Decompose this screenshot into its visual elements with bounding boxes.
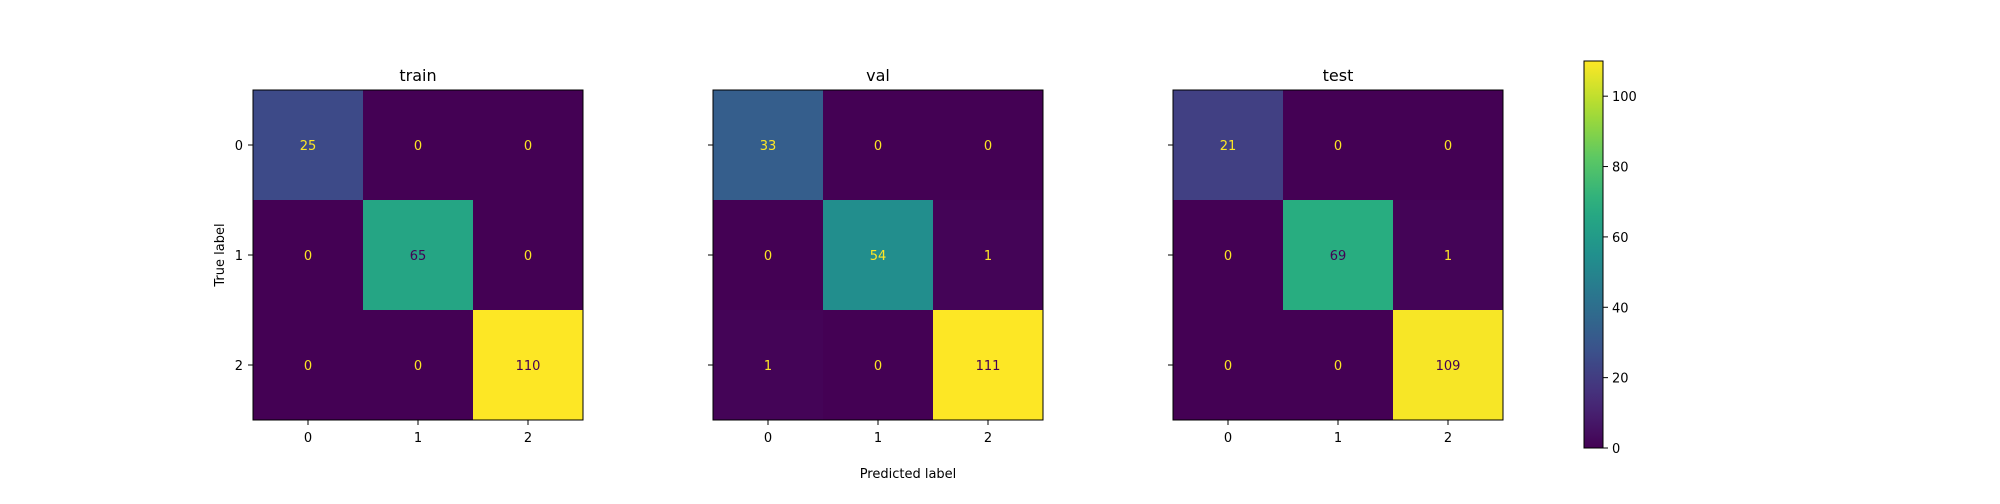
cell-value-label: 0 bbox=[984, 139, 992, 154]
cell-value-label: 0 bbox=[304, 249, 312, 264]
matrix-cell bbox=[713, 310, 823, 420]
x-tick-label: 1 bbox=[1334, 431, 1342, 446]
matrix-cell bbox=[933, 200, 1043, 310]
cell-value-label: 111 bbox=[976, 359, 1001, 374]
x-tick-label: 2 bbox=[524, 431, 532, 446]
cell-value-label: 69 bbox=[1330, 249, 1347, 264]
cell-value-label: 110 bbox=[516, 359, 541, 374]
confusion-matrix-train: 25 0 0 0 65 0 0 0 110 train 0 1 2 0 1 2 bbox=[235, 66, 584, 446]
cell-value-label: 0 bbox=[524, 139, 532, 154]
cell-value-label: 1 bbox=[984, 249, 992, 264]
matrix-cell bbox=[363, 90, 473, 200]
matrix-cell bbox=[713, 200, 823, 310]
cell-value-label: 54 bbox=[870, 249, 887, 264]
panel-title: val bbox=[866, 66, 890, 85]
panel-title: train bbox=[399, 66, 436, 85]
matrix-cell bbox=[363, 310, 473, 420]
x-tick-label: 0 bbox=[304, 431, 312, 446]
matrix-cell bbox=[363, 200, 473, 310]
matrix-cell bbox=[1393, 310, 1503, 420]
colorbar-tick-label: 100 bbox=[1612, 90, 1637, 105]
matrix-cell bbox=[933, 310, 1043, 420]
matrix-cell bbox=[1173, 310, 1283, 420]
colorbar-tick-label: 0 bbox=[1612, 442, 1620, 457]
cell-value-label: 109 bbox=[1436, 359, 1461, 374]
matrix-cell bbox=[713, 90, 823, 200]
matrix-cell bbox=[1283, 200, 1393, 310]
confusion-matrix-test: 21 0 0 0 69 1 0 0 109 test 0 1 2 bbox=[1168, 66, 1504, 446]
cell-value-label: 33 bbox=[760, 139, 777, 154]
colorbar-tick-label: 80 bbox=[1612, 161, 1629, 176]
cell-value-label: 25 bbox=[300, 139, 317, 154]
y-axis-label: True label bbox=[213, 223, 228, 287]
cell-value-label: 65 bbox=[410, 249, 427, 264]
matrix-cell bbox=[473, 310, 583, 420]
cell-value-label: 0 bbox=[874, 139, 882, 154]
cell-value-label: 0 bbox=[1334, 359, 1342, 374]
cell-value-label: 21 bbox=[1220, 139, 1237, 154]
matrix-cell bbox=[1173, 200, 1283, 310]
y-tick-label: 1 bbox=[235, 249, 243, 264]
matrix-cell bbox=[473, 90, 583, 200]
panel-title: test bbox=[1323, 66, 1354, 85]
matrix-cell bbox=[1393, 200, 1503, 310]
x-tick-label: 0 bbox=[764, 431, 772, 446]
matrix-cell bbox=[253, 310, 363, 420]
colorbar-tick-label: 40 bbox=[1612, 301, 1629, 316]
y-tick-label: 2 bbox=[235, 359, 243, 374]
cell-value-label: 0 bbox=[1224, 249, 1232, 264]
cell-value-label: 0 bbox=[1444, 139, 1452, 154]
confusion-matrix-val: 33 0 0 0 54 1 1 0 111 val 0 1 2 bbox=[708, 66, 1044, 446]
matrix-cell bbox=[823, 200, 933, 310]
x-tick-label: 0 bbox=[1224, 431, 1232, 446]
cell-value-label: 0 bbox=[1224, 359, 1232, 374]
matrix-cell bbox=[933, 90, 1043, 200]
matrix-cell bbox=[1393, 90, 1503, 200]
matrix-cell bbox=[823, 90, 933, 200]
cell-value-label: 0 bbox=[524, 249, 532, 264]
colorbar-frame bbox=[1583, 60, 1604, 449]
cell-value-label: 0 bbox=[764, 249, 772, 264]
y-tick-label: 0 bbox=[235, 139, 243, 154]
matrix-cell bbox=[473, 200, 583, 310]
x-tick-label: 2 bbox=[984, 431, 992, 446]
matrix-cell bbox=[1283, 310, 1393, 420]
cell-value-label: 0 bbox=[1334, 139, 1342, 154]
cell-value-label: 0 bbox=[414, 139, 422, 154]
colorbar-tick-label: 20 bbox=[1612, 372, 1629, 387]
matrix-cell bbox=[253, 200, 363, 310]
matrix-cell bbox=[1173, 90, 1283, 200]
cell-value-label: 0 bbox=[874, 359, 882, 374]
colorbar: 0 20 40 60 80 100 bbox=[1583, 60, 1637, 457]
matrix-cell bbox=[823, 310, 933, 420]
cell-value-label: 0 bbox=[304, 359, 312, 374]
x-tick-label: 2 bbox=[1444, 431, 1452, 446]
x-axis-label: Predicted label bbox=[860, 467, 957, 482]
x-tick-label: 1 bbox=[874, 431, 882, 446]
matrix-cell bbox=[1283, 90, 1393, 200]
cell-value-label: 1 bbox=[1444, 249, 1452, 264]
x-tick-label: 1 bbox=[414, 431, 422, 446]
cell-value-label: 0 bbox=[414, 359, 422, 374]
matrix-cell bbox=[253, 90, 363, 200]
cell-value-label: 1 bbox=[764, 359, 772, 374]
colorbar-tick-label: 60 bbox=[1612, 231, 1629, 246]
colorbar-gradient bbox=[1584, 61, 1603, 448]
